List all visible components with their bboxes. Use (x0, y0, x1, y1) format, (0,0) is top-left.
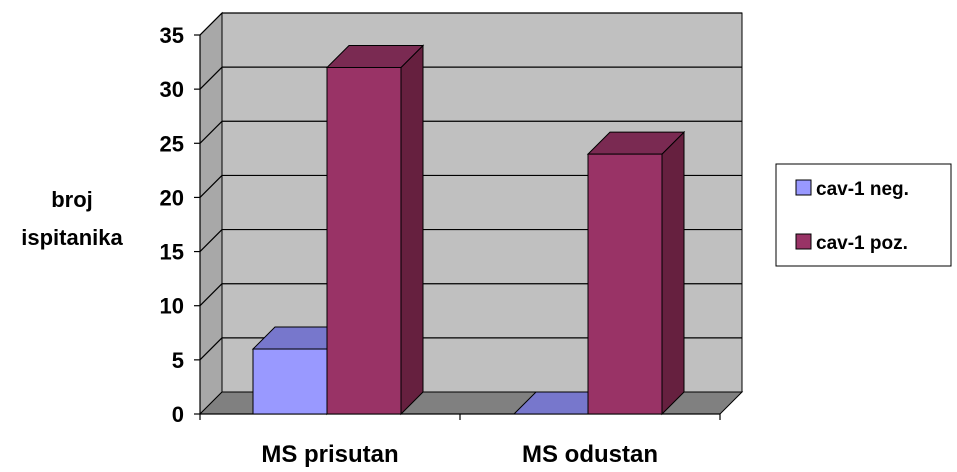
y-axis-label-line-1: broj (51, 187, 93, 212)
y-tick-label-0: 0 (172, 402, 184, 427)
y-axis-ticks: 0 5 10 15 20 25 30 35 (160, 23, 200, 427)
legend: cav-1 neg. cav-1 poz. (776, 164, 951, 266)
bar-front (253, 349, 327, 414)
x-category-label-0: MS prisutan (261, 441, 398, 468)
y-tick-label-5: 5 (172, 348, 184, 373)
bar-cav-1-poz--0 (327, 45, 423, 414)
legend-swatch-cav1-neg (796, 180, 811, 195)
plot-side-wall (200, 13, 222, 414)
y-tick-label-35: 35 (160, 23, 184, 48)
x-axis-categories: MS prisutan MS odustan (200, 414, 720, 468)
y-tick-label-20: 20 (160, 185, 184, 210)
y-tick-label-15: 15 (160, 240, 184, 265)
x-category-label-1: MS odustan (522, 441, 658, 468)
y-tick-label-30: 30 (160, 77, 184, 102)
bar-front (588, 154, 662, 414)
bar-front (327, 67, 401, 414)
legend-label-cav1-neg: cav-1 neg. (816, 179, 909, 200)
legend-swatch-cav1-poz (796, 234, 811, 249)
y-axis-label-line-2: ispitanika (21, 225, 123, 250)
bar-cav-1-poz--1 (588, 132, 684, 414)
legend-label-cav1-poz: cav-1 poz. (816, 233, 908, 254)
y-tick-label-10: 10 (160, 294, 184, 319)
bar-side (401, 45, 423, 414)
bar-side (662, 132, 684, 414)
y-tick-label-25: 25 (160, 131, 184, 156)
